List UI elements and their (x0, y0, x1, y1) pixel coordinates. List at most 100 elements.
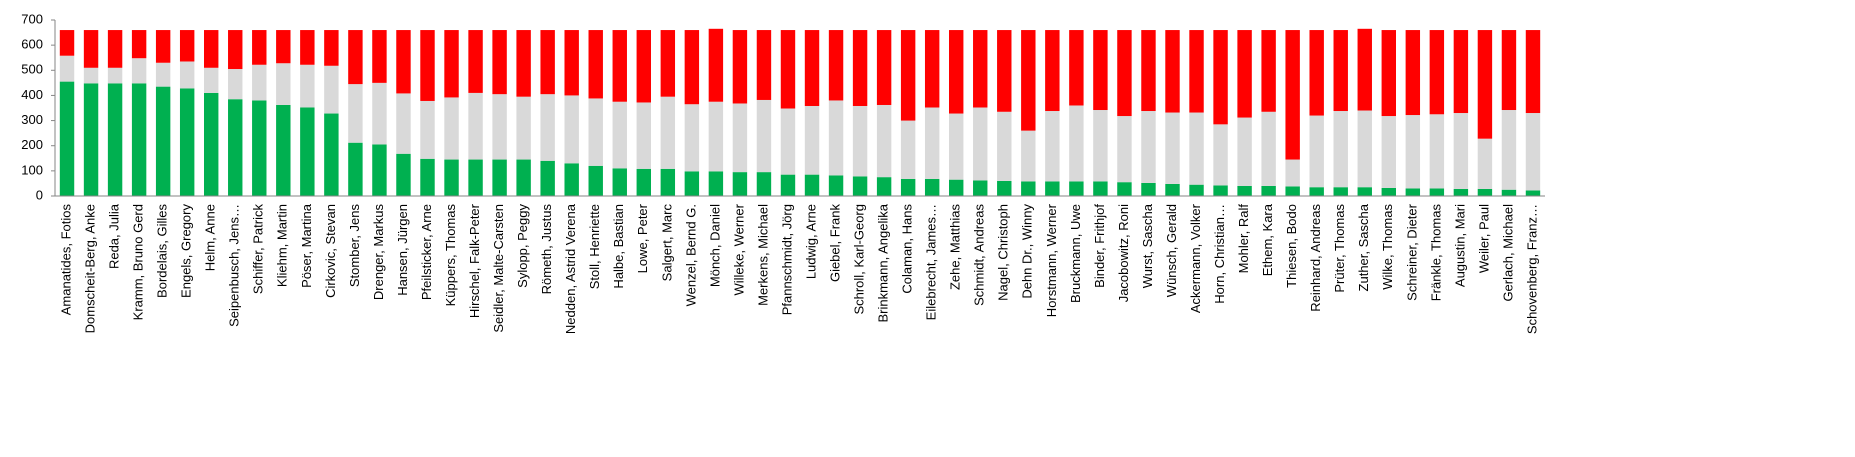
bar-segment (876, 104, 892, 178)
bar-segment (1045, 30, 1060, 112)
bar-segment (900, 30, 916, 121)
x-tick-label: Ackermann, Volker (1188, 203, 1203, 313)
bar-segment (59, 81, 75, 196)
x-tick-label: Jacobowitz, Roni (1116, 204, 1131, 302)
bar-segment (1069, 105, 1084, 182)
bar-segment (1333, 187, 1348, 196)
bar-segment (1381, 187, 1396, 196)
y-tick-label: 300 (21, 112, 43, 127)
bar-segment (949, 30, 964, 114)
bar-segment (396, 30, 411, 94)
x-tick-label: Engels, Gregory (179, 204, 194, 298)
bar-segment (1237, 185, 1252, 196)
bar-segment (1021, 181, 1036, 196)
bar-segment (492, 30, 507, 95)
bar-segment (1405, 188, 1421, 196)
x-tick-label: Seidler, Malte-Carsten (491, 204, 506, 333)
x-tick-label: Giebel, Frank (827, 204, 842, 283)
bar-segment (1189, 184, 1204, 196)
bar-segment (660, 30, 676, 97)
bar-segment (1309, 115, 1324, 188)
x-tick-label: Willeke, Werner (731, 203, 746, 295)
bar-segment (636, 102, 651, 169)
bar-segment (612, 168, 627, 196)
bar-segment (1405, 115, 1421, 189)
bar-segment (1045, 111, 1060, 182)
bar-segment (155, 30, 171, 63)
bar-segment (1069, 30, 1084, 106)
bar-segment (924, 178, 940, 196)
x-tick-label: Gerlach, Michael (1500, 204, 1515, 302)
bar-segment (1213, 30, 1228, 125)
bar-segment (828, 175, 844, 196)
bar-segment (1117, 116, 1132, 183)
bar-segment (1141, 30, 1156, 112)
y-tick-label: 0 (36, 187, 43, 202)
bar-segment (276, 63, 291, 105)
bar-segment (516, 159, 531, 196)
bar-segment (900, 120, 916, 179)
bar-segment (588, 165, 603, 196)
x-tick-label: Mönch, Daniel (707, 204, 722, 287)
bar-segment (900, 178, 916, 196)
x-tick-label: Kramm, Bruno Gerd (131, 204, 146, 320)
bar-segment (179, 88, 195, 196)
bar-segment (228, 30, 243, 70)
bar-segment (973, 180, 988, 196)
bar-segment (684, 30, 700, 105)
x-tick-label: Bruckmann, Uwe (1068, 204, 1083, 303)
bar-segment (756, 30, 772, 100)
bar-segment (204, 30, 219, 68)
x-tick-label: Reda, Julia (107, 203, 122, 269)
bar-segment (1213, 124, 1228, 186)
x-tick-label: Dehn Dr., Winny (1020, 204, 1035, 299)
bar-segment (828, 30, 844, 101)
bar-segment (1453, 188, 1469, 196)
bar-segment (1093, 110, 1108, 182)
bar-segment (732, 172, 748, 196)
y-tick-label: 500 (21, 62, 43, 77)
bar-segment (1021, 130, 1036, 182)
bar-segment (1285, 186, 1300, 196)
x-tick-label: Salgert, Marc (659, 204, 674, 282)
bar-segment (348, 142, 363, 196)
x-tick-label: Pfannschmidt, Jörg (779, 204, 794, 315)
bar-segment (83, 83, 99, 196)
bar-segment (1093, 30, 1108, 111)
bar-segment (324, 65, 339, 114)
bar-segment (1477, 30, 1493, 139)
bar-segment (179, 30, 195, 62)
x-tick-label: Eilebrecht, James… (924, 204, 939, 320)
bar-segment (828, 100, 844, 176)
bar-segment (612, 30, 627, 102)
x-tick-label: Sylopp, Peggy (515, 204, 530, 288)
bar-segment (228, 69, 243, 100)
x-tick-label: Lowe, Peter (635, 203, 650, 273)
bar-segment (83, 67, 99, 84)
bar-segment (876, 30, 892, 105)
bar-segment (107, 67, 123, 84)
bar-segment (564, 30, 579, 96)
bar-segment (756, 172, 772, 196)
x-tick-label: Cirkovic, Stevan (323, 204, 338, 298)
bar-segment (107, 83, 123, 196)
bar-segment (348, 30, 363, 85)
bar-segment (1381, 116, 1396, 188)
bar-segment (1405, 30, 1421, 116)
x-tick-label: Schmidt, Andreas (972, 204, 987, 306)
bar-segment (1117, 30, 1132, 117)
bar-segment (1309, 30, 1324, 116)
bar-segment (155, 86, 171, 196)
bar-segment (324, 30, 339, 66)
bar-segment (396, 153, 411, 196)
bar-segment (1069, 181, 1084, 196)
x-tick-label: Kliehm, Martin (275, 204, 290, 287)
bar-segment (1189, 112, 1204, 185)
bar-segment (876, 177, 892, 196)
x-tick-label: Thiesen, Bodo (1284, 204, 1299, 288)
x-tick-label: Mohler, Ralf (1236, 204, 1251, 274)
x-tick-label: Merkens, Michael (755, 204, 770, 306)
bar-segment (684, 104, 700, 172)
bar-segment (396, 93, 411, 154)
